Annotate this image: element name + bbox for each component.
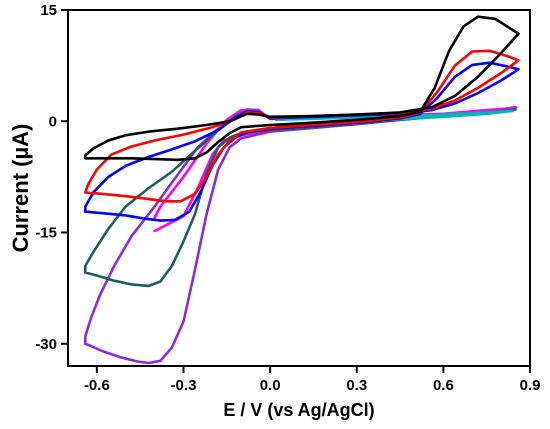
x-axis-ticks: -0.6 -0.3 0.0 0.3 0.6 0.9 xyxy=(84,366,540,394)
x-tick-label: -0.3 xyxy=(171,377,197,394)
x-tick-label: -0.6 xyxy=(84,377,110,394)
y-tick-label: -30 xyxy=(35,336,57,353)
x-tick-label: 0.6 xyxy=(433,377,454,394)
plot-frame xyxy=(67,9,531,367)
x-axis-title: E / V (vs Ag/AgCl) xyxy=(223,400,374,420)
x-tick-label: 0.3 xyxy=(346,377,367,394)
cv-curve-1 xyxy=(84,105,517,365)
axes xyxy=(67,9,531,367)
cv-curve-3 xyxy=(84,108,517,288)
y-tick-label: -15 xyxy=(35,225,57,242)
cv-curve-6 xyxy=(84,49,520,203)
y-tick-label: 0 xyxy=(49,113,57,130)
y-tick-label: 15 xyxy=(40,2,57,19)
x-tick-label: 0.9 xyxy=(520,377,541,394)
x-tick-label: 0.0 xyxy=(260,377,281,394)
y-axis-title: Current (µA) xyxy=(8,124,33,253)
cv-curve-7 xyxy=(84,15,520,162)
y-axis-ticks: 15 0 -15 -30 xyxy=(35,2,68,353)
voltammogram-curves xyxy=(84,15,520,365)
cv-curve-5 xyxy=(84,61,520,222)
